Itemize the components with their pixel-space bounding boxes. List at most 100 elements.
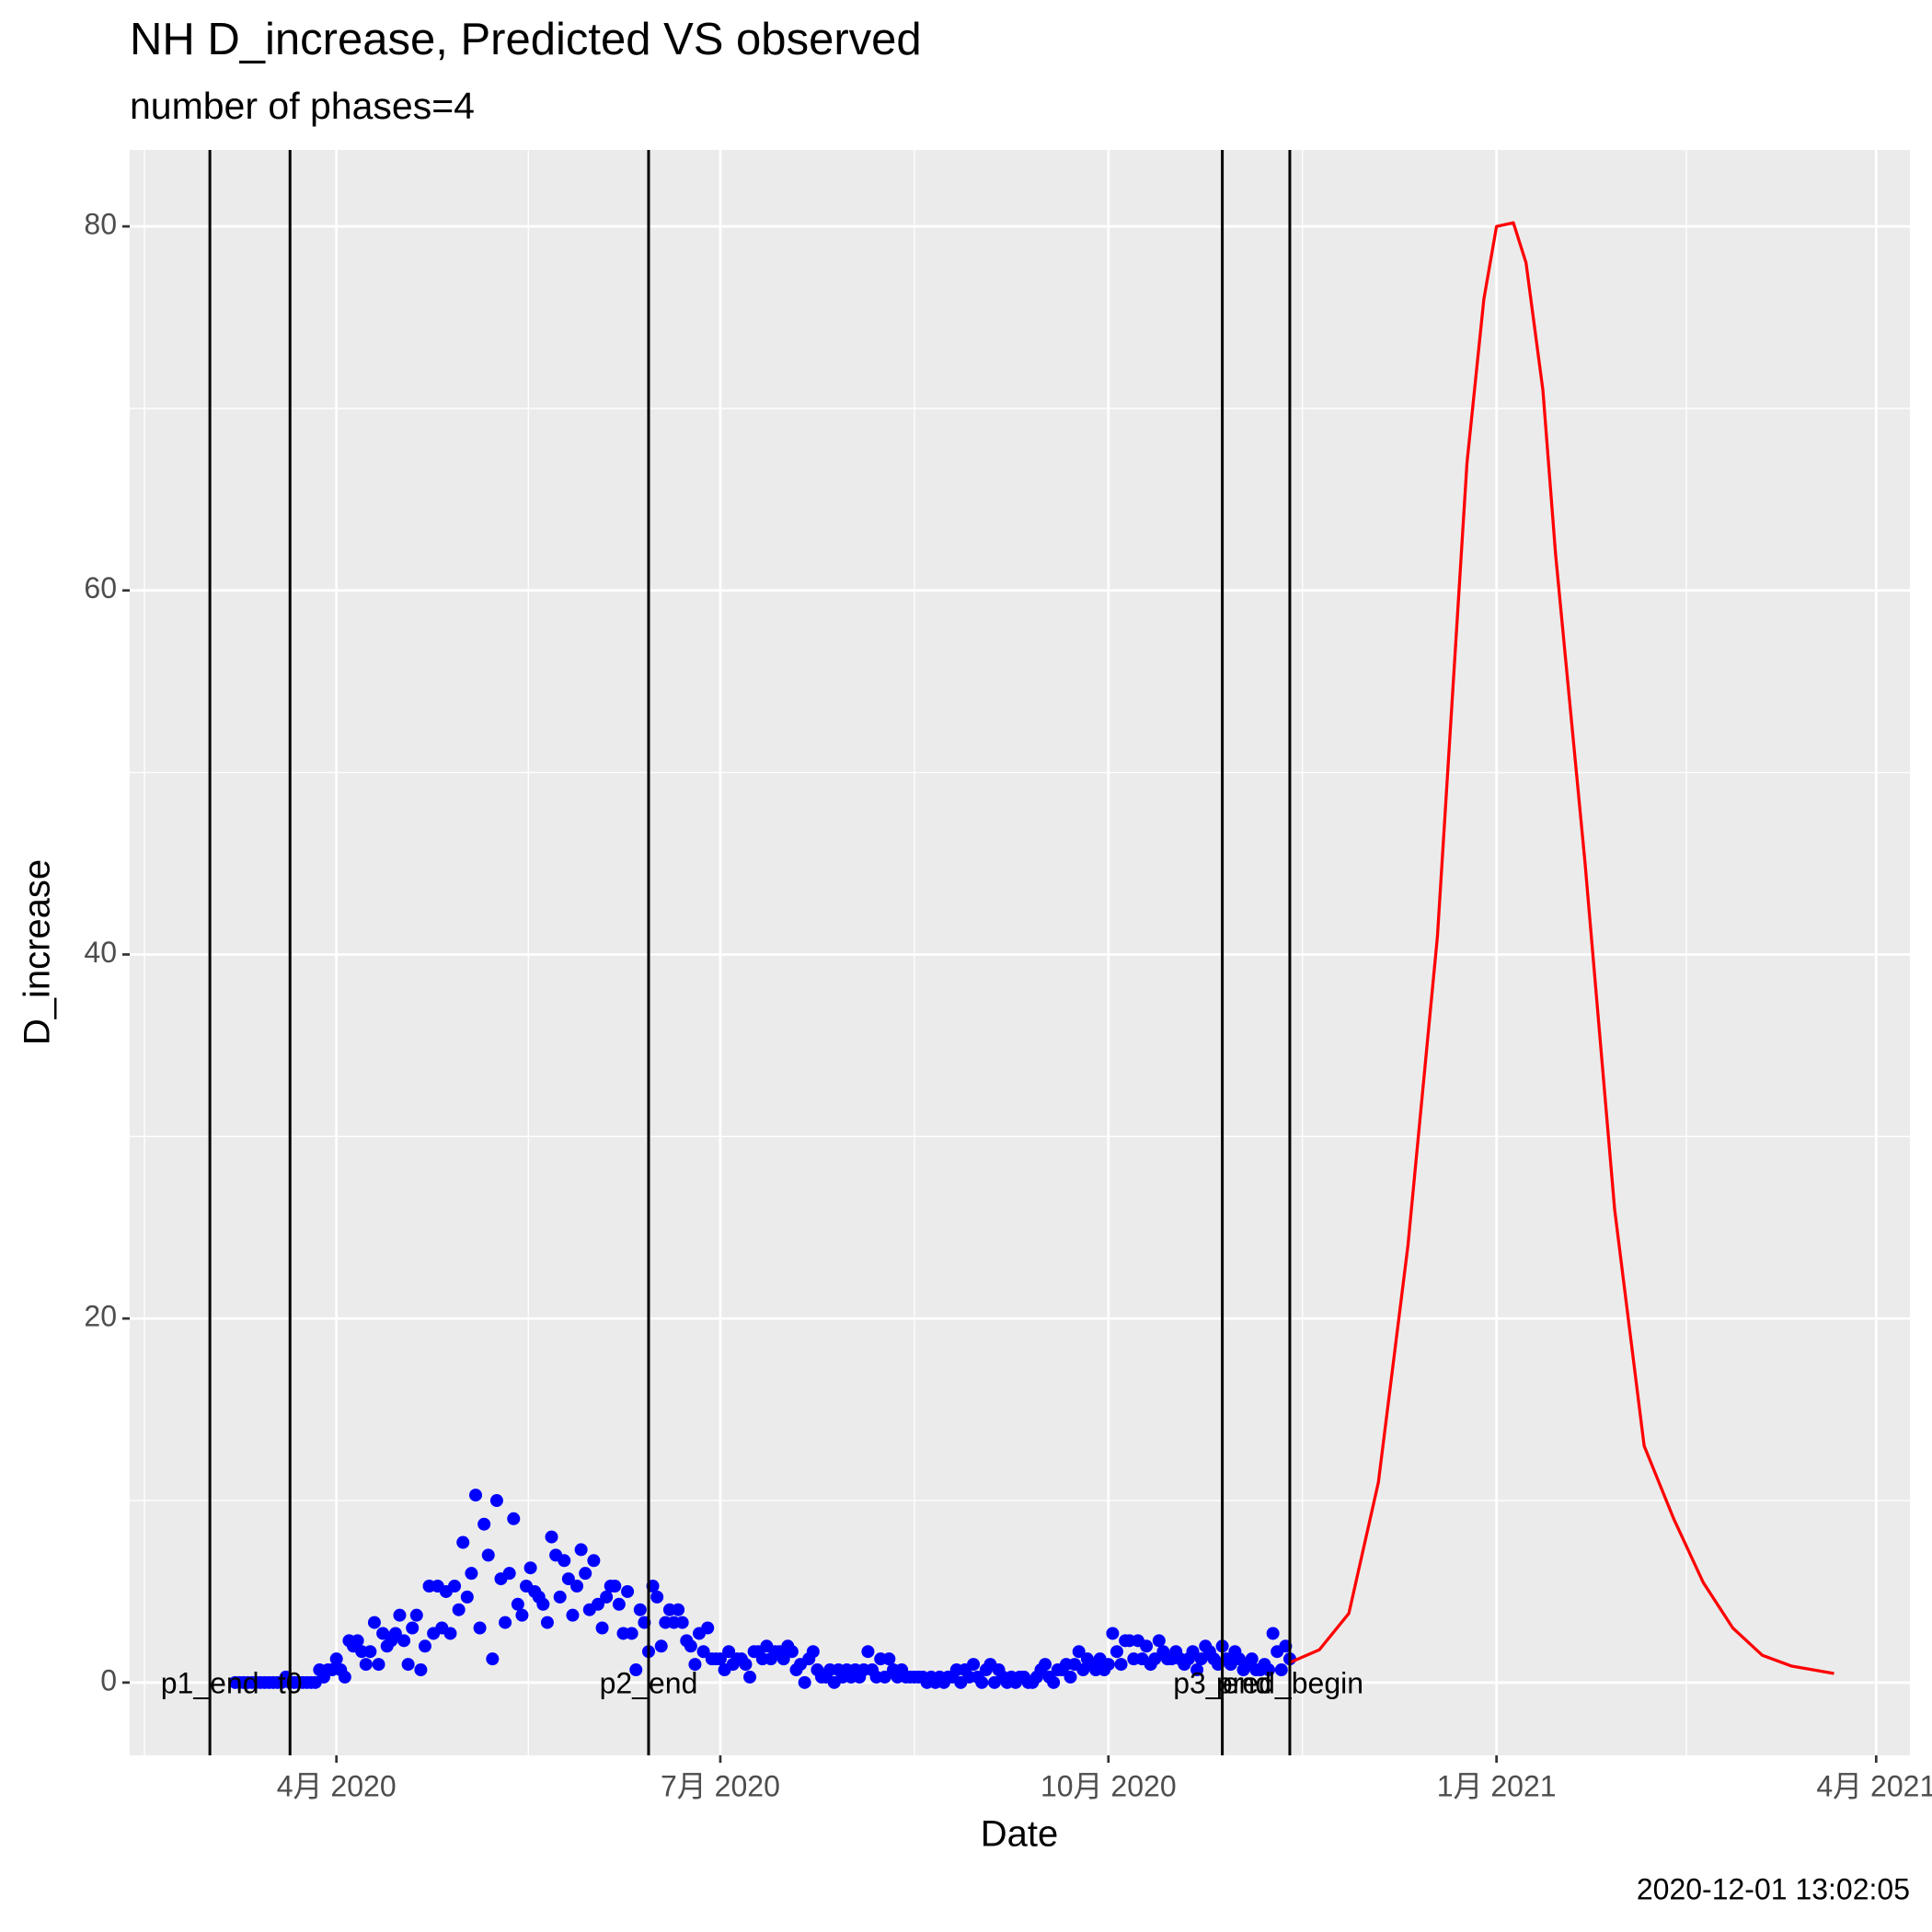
- prediction-line: [1289, 221, 1834, 1675]
- data-point: [545, 1530, 558, 1544]
- data-point: [600, 1590, 614, 1604]
- phase-label: p3_end: [1173, 1666, 1271, 1699]
- x-tick-label: 1月 2021: [1437, 1769, 1557, 1802]
- data-point: [1140, 1639, 1154, 1653]
- data-point: [418, 1639, 431, 1653]
- data-point: [967, 1658, 981, 1672]
- data-point: [806, 1645, 820, 1659]
- data-point: [882, 1652, 896, 1666]
- data-point: [489, 1494, 503, 1508]
- data-point: [397, 1634, 411, 1648]
- data-point: [540, 1616, 554, 1629]
- data-point: [739, 1658, 753, 1672]
- x-tick-label: 4月 2020: [277, 1769, 397, 1802]
- data-point: [570, 1580, 584, 1593]
- y-tick-label: 20: [84, 1300, 117, 1333]
- data-point: [776, 1652, 790, 1666]
- phase-label: p2_end: [600, 1666, 698, 1699]
- y-axis-title: D_increase: [17, 859, 58, 1045]
- data-point: [351, 1634, 364, 1648]
- y-tick-label: 60: [84, 571, 117, 604]
- data-point: [1245, 1652, 1259, 1666]
- data-point: [650, 1590, 664, 1604]
- data-point: [975, 1675, 989, 1689]
- data-point: [502, 1567, 516, 1581]
- x-axis-title: Date: [981, 1814, 1059, 1855]
- plot-panel: [130, 150, 1910, 1755]
- data-point: [587, 1554, 601, 1568]
- data-point: [1106, 1627, 1120, 1640]
- data-point: [1262, 1663, 1276, 1677]
- y-tick-label: 80: [84, 208, 117, 241]
- data-point: [1110, 1645, 1123, 1659]
- data-point: [798, 1675, 811, 1689]
- data-point: [1274, 1663, 1288, 1677]
- data-point: [452, 1603, 466, 1616]
- data-point: [359, 1658, 373, 1672]
- x-tick-label: 7月 2020: [661, 1769, 780, 1802]
- data-point: [1047, 1675, 1061, 1689]
- data-point: [612, 1597, 626, 1611]
- data-point: [338, 1670, 351, 1684]
- data-point: [401, 1658, 415, 1672]
- data-point: [376, 1627, 390, 1640]
- data-point: [473, 1621, 487, 1635]
- data-point: [367, 1616, 381, 1629]
- data-point: [579, 1567, 592, 1581]
- data-point: [1101, 1658, 1115, 1672]
- data-point: [414, 1663, 428, 1677]
- x-tick-label: 10月 2020: [1041, 1769, 1177, 1802]
- data-point: [633, 1603, 647, 1616]
- y-tick-label: 0: [100, 1663, 117, 1696]
- data-point: [1194, 1652, 1208, 1666]
- data-point: [448, 1580, 462, 1593]
- data-point: [684, 1639, 697, 1653]
- caption: 2020-12-01 13:02:05: [1637, 1872, 1910, 1905]
- phase-label: t0: [278, 1666, 303, 1699]
- data-point: [688, 1658, 702, 1672]
- data-point: [393, 1608, 407, 1622]
- data-point: [1148, 1652, 1162, 1666]
- phase-label: p1_end: [161, 1666, 259, 1699]
- data-point: [566, 1608, 580, 1622]
- data-point: [1064, 1670, 1077, 1684]
- data-point: [553, 1590, 567, 1604]
- data-point: [696, 1645, 710, 1659]
- data-point: [409, 1608, 423, 1622]
- data-point: [608, 1580, 622, 1593]
- data-point: [1266, 1627, 1280, 1640]
- y-tick-label: 40: [84, 936, 117, 969]
- data-point: [629, 1663, 643, 1677]
- data-point: [1186, 1645, 1200, 1659]
- data-point: [675, 1616, 689, 1629]
- data-point: [481, 1548, 495, 1562]
- data-point: [536, 1597, 550, 1611]
- data-point: [561, 1572, 575, 1586]
- data-point: [785, 1645, 799, 1659]
- data-point: [621, 1584, 635, 1598]
- data-point: [701, 1621, 715, 1635]
- data-point: [372, 1658, 385, 1672]
- data-point: [1039, 1658, 1052, 1672]
- data-point: [861, 1645, 875, 1659]
- data-point: [713, 1652, 727, 1666]
- data-point: [329, 1652, 343, 1666]
- data-point: [460, 1590, 474, 1604]
- data-point: [672, 1603, 685, 1616]
- data-point: [456, 1535, 470, 1549]
- data-point: [486, 1652, 500, 1666]
- data-point: [523, 1561, 537, 1575]
- data-point: [595, 1621, 609, 1635]
- data-point: [1152, 1634, 1166, 1648]
- data-point: [443, 1627, 457, 1640]
- data-point: [388, 1627, 402, 1640]
- data-point: [722, 1645, 736, 1659]
- data-point: [878, 1670, 891, 1684]
- data-point: [468, 1489, 482, 1502]
- data-point: [406, 1621, 420, 1635]
- chart-title: NH D_increase, Predicted VS observed: [130, 15, 922, 64]
- data-point: [591, 1597, 604, 1611]
- phase-label: pred_begin: [1216, 1666, 1363, 1699]
- data-point: [574, 1543, 588, 1557]
